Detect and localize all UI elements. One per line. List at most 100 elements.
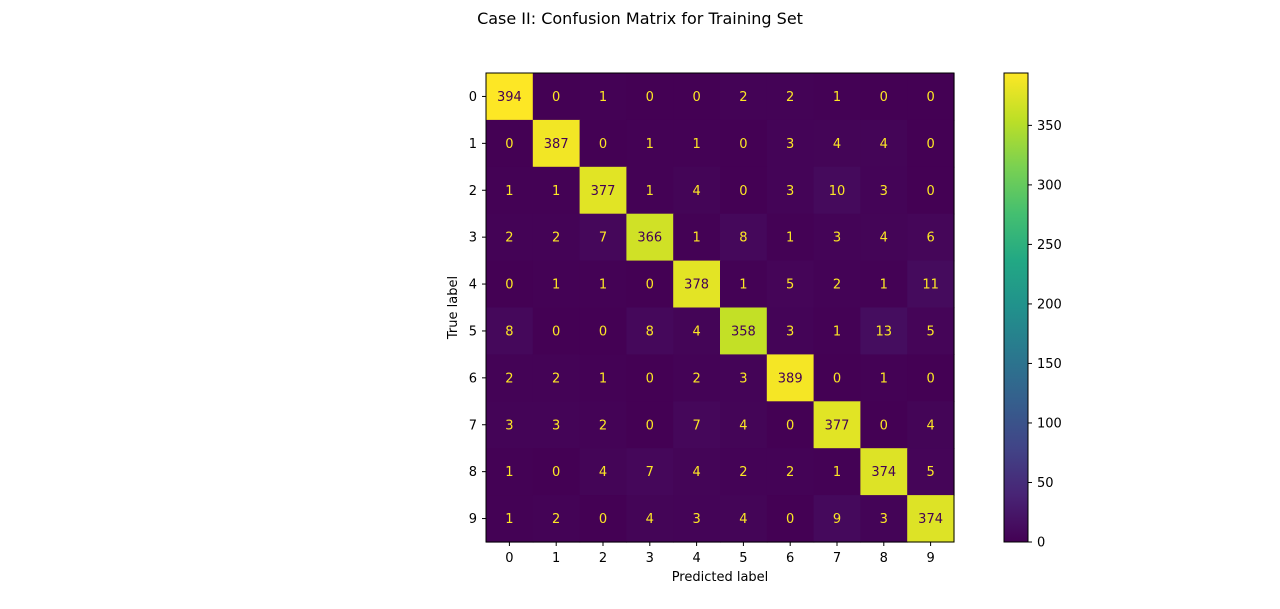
y-tick-label: 2 bbox=[469, 184, 477, 199]
cell-value-label: 1 bbox=[599, 278, 607, 293]
heatmap-cell bbox=[532, 166, 581, 215]
heatmap-cell bbox=[673, 495, 721, 543]
heatmap-cell bbox=[532, 307, 581, 355]
cell-value-label: 8 bbox=[505, 324, 513, 339]
heatmap-cell bbox=[907, 495, 955, 543]
cell-value-label: 394 bbox=[497, 90, 522, 105]
cell-value-label: 1 bbox=[505, 184, 513, 199]
cell-value-label: 0 bbox=[599, 137, 607, 152]
heatmap-cell bbox=[813, 166, 861, 215]
cell-value-label: 2 bbox=[599, 418, 607, 433]
heatmap-cell bbox=[532, 73, 581, 121]
cell-value-label: 0 bbox=[926, 371, 934, 386]
heatmap-cell bbox=[766, 73, 815, 121]
heatmap-cell bbox=[860, 73, 908, 121]
cell-value-label: 0 bbox=[599, 512, 607, 527]
heatmap-cell bbox=[766, 401, 815, 449]
cell-value-label: 377 bbox=[825, 418, 850, 433]
x-tick-label: 8 bbox=[880, 551, 888, 566]
chart-title: Case II: Confusion Matrix for Training S… bbox=[477, 9, 803, 28]
heatmap-cell bbox=[813, 213, 861, 262]
cell-value-label: 3 bbox=[786, 137, 794, 152]
cell-value-label: 4 bbox=[926, 418, 934, 433]
heatmap-cell bbox=[579, 166, 627, 215]
cell-value-label: 1 bbox=[833, 90, 841, 105]
heatmap-cell bbox=[720, 260, 768, 309]
cell-value-label: 1 bbox=[786, 231, 794, 246]
y-tick-label: 0 bbox=[469, 90, 477, 105]
heatmap-cell bbox=[907, 401, 955, 449]
heatmap-cell bbox=[813, 401, 861, 449]
heatmap-cell bbox=[626, 213, 674, 262]
cell-value-label: 378 bbox=[684, 278, 709, 293]
cell-value-label: 0 bbox=[692, 90, 700, 105]
cell-value-label: 377 bbox=[591, 184, 616, 199]
heatmap-cell bbox=[860, 448, 908, 496]
cell-value-label: 389 bbox=[778, 371, 803, 386]
heatmap-cell bbox=[720, 73, 768, 121]
x-tick-label: 9 bbox=[926, 551, 934, 566]
colorbar-tick-label: 50 bbox=[1037, 476, 1054, 491]
heatmap-cell bbox=[626, 166, 674, 215]
axes-frame bbox=[485, 72, 955, 543]
heatmap-cell bbox=[532, 213, 581, 262]
heatmap-cell bbox=[626, 260, 674, 309]
heatmap-cell bbox=[626, 354, 674, 402]
heatmap-cell bbox=[486, 307, 534, 355]
cell-value-label: 3 bbox=[505, 418, 513, 433]
cell-value-label: 2 bbox=[786, 465, 794, 480]
heatmap-cell bbox=[626, 495, 674, 543]
cell-value-label: 4 bbox=[692, 324, 700, 339]
heatmap-cell bbox=[579, 119, 627, 168]
cell-value-label: 9 bbox=[833, 512, 841, 527]
cell-value-label: 0 bbox=[646, 278, 654, 293]
cell-value-label: 366 bbox=[637, 231, 662, 246]
cell-value-label: 0 bbox=[552, 90, 560, 105]
heatmap-cell bbox=[766, 119, 815, 168]
cell-value-label: 0 bbox=[739, 137, 747, 152]
heatmap-cell bbox=[860, 166, 908, 215]
heatmap-cell bbox=[860, 401, 908, 449]
cell-value-label: 0 bbox=[786, 418, 794, 433]
heatmap-cell bbox=[766, 307, 815, 355]
heatmap-cell bbox=[907, 73, 955, 121]
cell-value-label: 1 bbox=[599, 371, 607, 386]
heatmap-cell bbox=[860, 307, 908, 355]
cell-value-label: 3 bbox=[880, 512, 888, 527]
cell-value-label: 4 bbox=[880, 231, 888, 246]
cell-value-label: 0 bbox=[926, 137, 934, 152]
cell-value-label: 3 bbox=[552, 418, 560, 433]
y-tick-label: 7 bbox=[469, 418, 477, 433]
heatmap-cells bbox=[486, 73, 955, 543]
x-tick-label: 6 bbox=[786, 551, 794, 566]
cell-value-label: 2 bbox=[739, 465, 747, 480]
heatmap-cell bbox=[579, 260, 627, 309]
cell-value-label: 4 bbox=[599, 465, 607, 480]
heatmap-cell bbox=[579, 448, 627, 496]
cell-value-label: 3 bbox=[786, 324, 794, 339]
heatmap-cell bbox=[532, 260, 581, 309]
cell-value-labels: 394 0 1 0 0 2 2 1 0 00 387 0 1 1 0 3 4 4 01 1 377 1 4 0 3 10 3 02 2 7… bbox=[497, 90, 943, 527]
x-tick-label: 1 bbox=[552, 551, 560, 566]
heatmap-cell bbox=[486, 166, 534, 215]
colorbar-tick-label: 250 bbox=[1037, 238, 1062, 253]
cell-value-label: 0 bbox=[926, 90, 934, 105]
heatmap-cell bbox=[579, 307, 627, 355]
heatmap-cell bbox=[720, 448, 768, 496]
heatmap-cell bbox=[486, 213, 534, 262]
cell-value-label: 7 bbox=[692, 418, 700, 433]
heatmap-cell bbox=[813, 354, 861, 402]
cell-value-label: 1 bbox=[505, 512, 513, 527]
cell-value-label: 2 bbox=[505, 371, 513, 386]
heatmap-cell bbox=[860, 354, 908, 402]
heatmap-cell bbox=[907, 307, 955, 355]
heatmap-cell bbox=[860, 213, 908, 262]
cell-value-label: 0 bbox=[646, 418, 654, 433]
x-tick-label: 0 bbox=[505, 551, 513, 566]
heatmap-cell bbox=[673, 260, 721, 309]
colorbar-tick-label: 300 bbox=[1037, 178, 1062, 193]
heatmap-cell bbox=[907, 119, 955, 168]
y-axis-label: True label bbox=[446, 276, 461, 340]
cell-value-label: 2 bbox=[692, 371, 700, 386]
heatmap-cell bbox=[486, 73, 534, 121]
